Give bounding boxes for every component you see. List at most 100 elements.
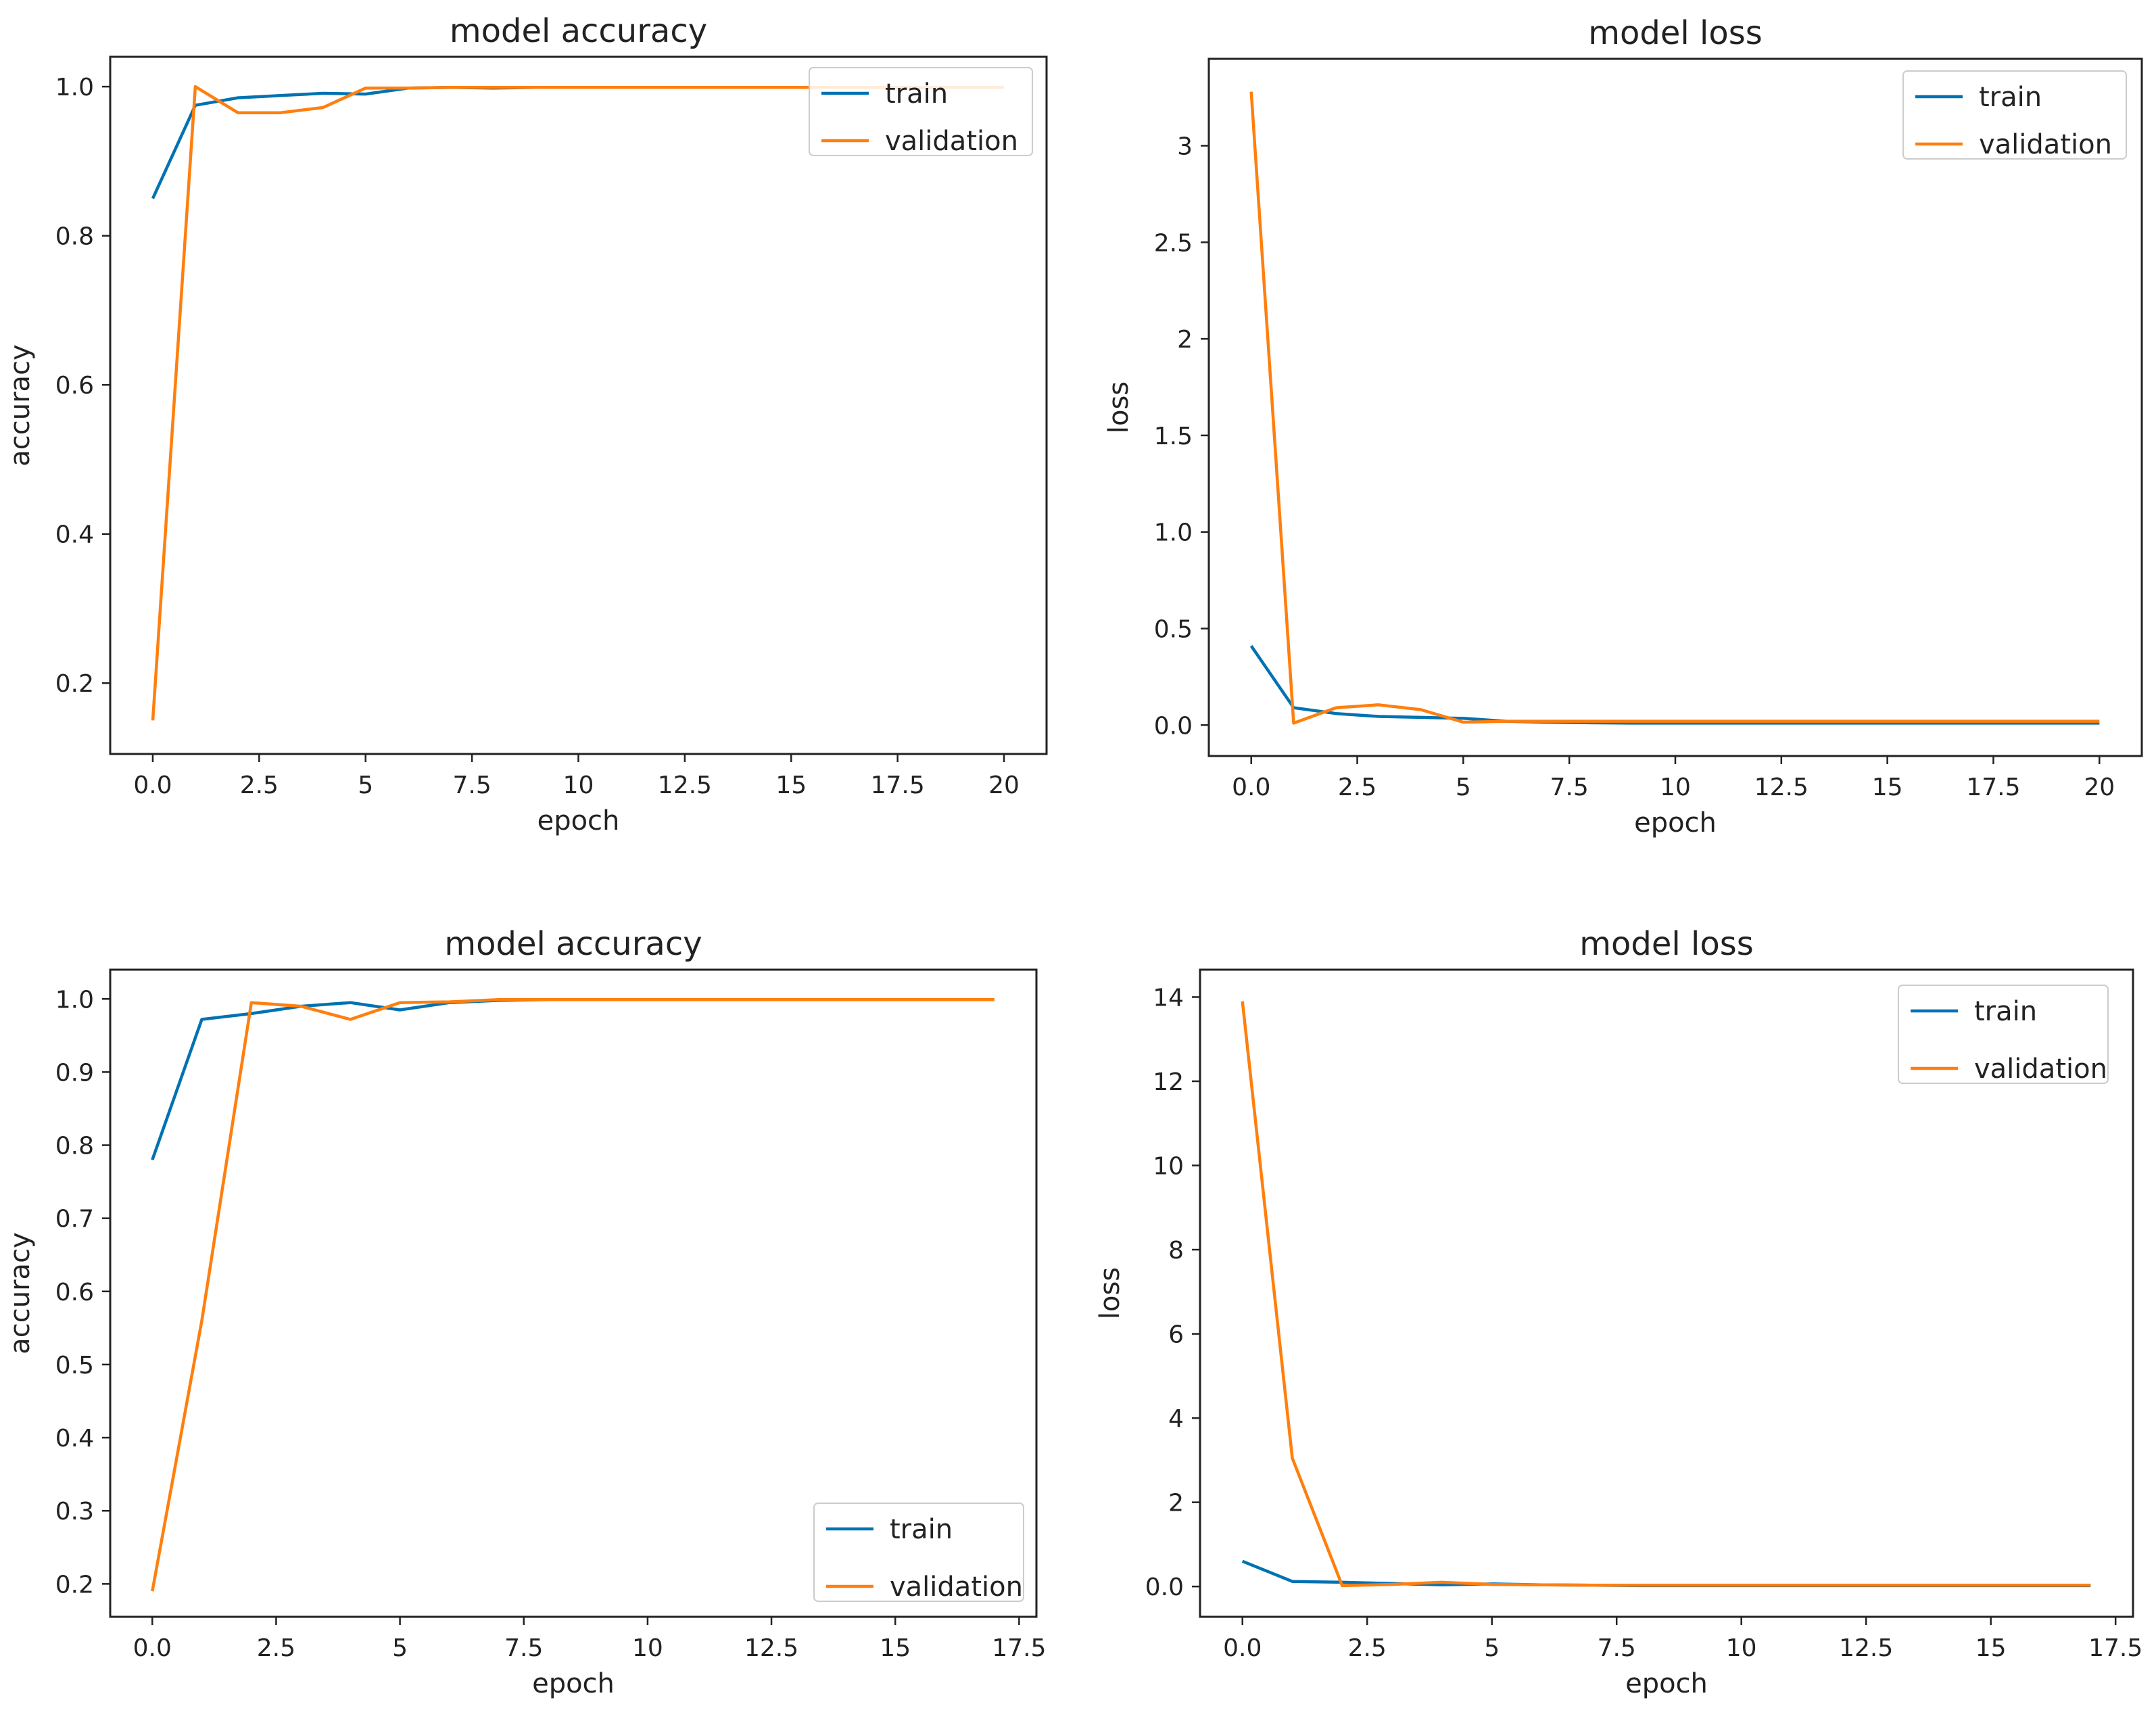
y-tick-label: 0.8 [55,223,94,251]
legend-label-train: train [885,78,948,110]
x-tick-label: 17.5 [2088,1634,2142,1662]
legend-label-train: train [1974,996,2037,1027]
series-line-validation [151,998,995,1592]
x-tick-label: 17.5 [1966,774,2020,801]
chart-panel-3: model accuracy 0.0 2.5 5 7.5 10 12.5 15 17.5 0.2 0… [5,925,1046,1699]
y-tick-label: 0.5 [55,1352,94,1379]
y-axis-label: loss [1103,381,1134,433]
y-tick-label: 4 [1168,1405,1184,1433]
y-tick-label: 0.3 [55,1498,94,1526]
legend-label-train: train [890,1514,953,1545]
x-tick-label: 5 [1484,1634,1500,1662]
y-axis-label: loss [1095,1267,1126,1319]
y-tick-label: 0.2 [55,1571,94,1599]
y-tick-label: 0.4 [55,1425,94,1452]
y-tick-label: 0.5 [1154,616,1193,644]
y-tick-label: 1.0 [55,986,94,1014]
chart-panel-1: model accuracy 0.0 2.5 5 7.5 10 12.5 15 17.5 20 0.… [5,12,1048,836]
axes-frame [109,968,1038,1618]
x-tick-label: 20 [988,772,1020,799]
y-tick-label: 0.2 [55,670,94,698]
x-tick-label: 2.5 [257,1634,295,1662]
y-tick-label: 1.5 [1154,423,1193,450]
x-tick-label: 15 [775,772,807,799]
x-tick-label: 10 [1660,774,1691,801]
x-tick-label: 0.0 [133,1634,172,1662]
y-tick-label: 6 [1168,1321,1184,1349]
x-axis-label: epoch [1634,807,1717,838]
legend-box [809,67,1033,156]
y-tick-label: 14 [1153,984,1184,1012]
x-tick-label: 10 [563,772,594,799]
y-axis-label: accuracy [5,344,36,466]
x-tick-label: 2.5 [1338,774,1376,801]
x-tick-label: 0.0 [133,772,172,799]
chart-title: model accuracy [450,12,707,50]
chart-title: model loss [1588,14,1762,52]
x-tick-label: 7.5 [504,1634,543,1662]
series-line-train [1249,644,2100,725]
legend: train validation [813,1503,1024,1603]
legend-label-validation: validation [885,126,1018,157]
x-tick-label: 5 [358,772,373,799]
series-line-validation [1249,91,2100,725]
x-tick-label: 12.5 [1754,774,1808,801]
x-tick-label: 10 [632,1634,663,1662]
y-tick-label: 0.6 [55,1279,94,1306]
x-tick-label: 15 [1975,1634,2007,1662]
chart-title: model accuracy [444,925,702,963]
y-tick-label: 2.5 [1154,229,1193,257]
y-tick-label: 0.9 [55,1059,94,1087]
legend-label-validation: validation [890,1572,1023,1603]
x-tick-label: 0.0 [1232,774,1270,801]
x-tick-label: 15 [880,1634,911,1662]
legend-label-train: train [1979,82,2042,113]
chart-panel-2: model loss 0.0 2.5 5 7.5 10 12.5 15 17.5 20 0.0 0.5… [1103,14,2143,838]
y-tick-label: 2 [1177,326,1193,354]
legend-box [1902,70,2127,160]
y-tick-label: 3 [1177,133,1193,161]
x-tick-label: 12.5 [658,772,712,799]
y-axis-label: accuracy [5,1232,36,1354]
axes-frame [1199,968,2134,1618]
x-tick-label: 15 [1872,774,1903,801]
y-tick-label: 12 [1153,1068,1184,1096]
x-tick-label: 12.5 [744,1634,798,1662]
legend: train validation [809,67,1033,157]
legend: train validation [1898,985,2109,1085]
y-tick-label: 0.0 [1145,1574,1184,1601]
x-axis-label: epoch [537,805,620,836]
x-tick-label: 2.5 [240,772,279,799]
x-tick-label: 2.5 [1348,1634,1387,1662]
y-tick-label: 10 [1153,1153,1184,1181]
y-tick-label: 0.8 [55,1133,94,1160]
legend: train validation [1902,70,2127,160]
x-tick-label: 7.5 [452,772,491,799]
x-tick-label: 12.5 [1839,1634,1893,1662]
series-line-validation [1241,1001,2091,1588]
x-tick-label: 7.5 [1550,774,1589,801]
x-tick-label: 0.0 [1223,1634,1262,1662]
x-tick-label: 7.5 [1598,1634,1636,1662]
y-tick-label: 8 [1168,1237,1184,1265]
y-tick-label: 1.0 [55,74,94,101]
x-tick-label: 5 [392,1634,408,1662]
y-tick-label: 0.4 [55,521,94,549]
x-axis-label: epoch [532,1668,615,1699]
x-tick-label: 17.5 [871,772,925,799]
legend-label-validation: validation [1974,1054,2107,1085]
legend-label-validation: validation [1979,129,2112,160]
y-tick-label: 0.6 [55,372,94,400]
x-tick-label: 17.5 [992,1634,1046,1662]
chart-title: model loss [1579,925,1753,963]
y-tick-label: 0.7 [55,1206,94,1233]
chart-panel-4: model loss 0.0 2.5 5 7.5 10 12.5 15 17.5 0.0 2 4 6 8 1… [1095,925,2142,1699]
x-tick-label: 10 [1726,1634,1757,1662]
x-tick-label: 20 [2084,774,2115,801]
y-tick-label: 0.0 [1154,712,1193,740]
y-tick-label: 1.0 [1154,519,1193,547]
x-axis-label: epoch [1625,1668,1708,1699]
y-tick-label: 2 [1168,1490,1184,1517]
x-tick-label: 5 [1456,774,1471,801]
